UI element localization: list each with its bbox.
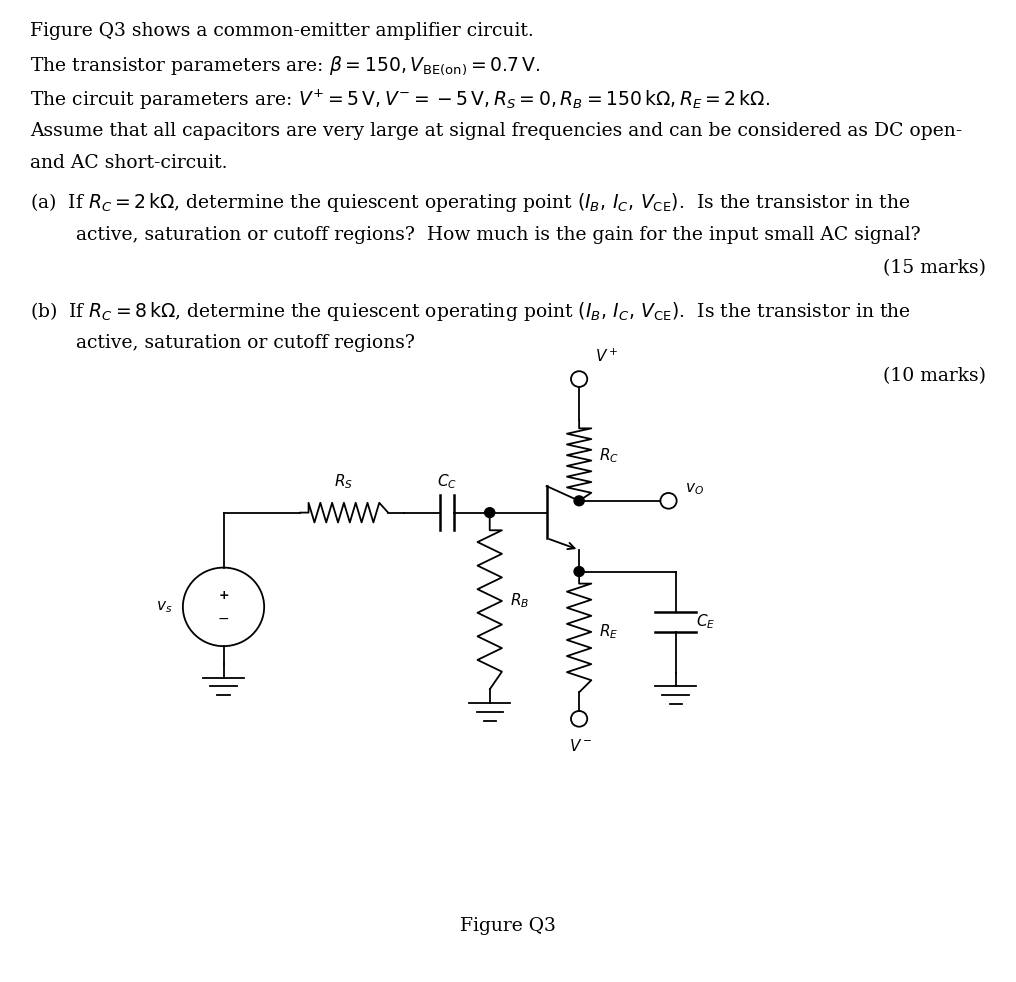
Text: (10 marks): (10 marks) (883, 367, 986, 385)
Text: (15 marks): (15 marks) (883, 259, 986, 277)
Text: (b)  If $R_C = 8\,\mathrm{k\Omega}$, determine the quiescent operating point $(I: (b) If $R_C = 8\,\mathrm{k\Omega}$, dete… (30, 300, 911, 322)
Text: $C_E$: $C_E$ (696, 613, 715, 631)
Text: $V^-$: $V^-$ (569, 738, 593, 754)
Text: The transistor parameters are: $\beta = 150, V_{\mathrm{BE(on)}} = 0.7\,\mathrm{: The transistor parameters are: $\beta = … (30, 55, 541, 78)
Text: $V^+$: $V^+$ (595, 348, 619, 365)
Text: Assume that all capacitors are very large at signal frequencies and can be consi: Assume that all capacitors are very larg… (30, 122, 963, 139)
Text: (a)  If $R_C = 2\,\mathrm{k\Omega}$, determine the quiescent operating point $(I: (a) If $R_C = 2\,\mathrm{k\Omega}$, dete… (30, 191, 910, 214)
Text: The circuit parameters are: $V^{+} = 5\,\mathrm{V}, V^{-} = -5\,\mathrm{V}, R_S : The circuit parameters are: $V^{+} = 5\,… (30, 88, 770, 113)
Text: Figure Q3: Figure Q3 (460, 917, 556, 935)
Text: $v_s$: $v_s$ (156, 599, 173, 615)
Circle shape (574, 567, 584, 576)
Text: active, saturation or cutoff regions?  How much is the gain for the input small : active, saturation or cutoff regions? Ho… (76, 226, 920, 244)
Circle shape (574, 496, 584, 506)
Text: Figure Q3 shows a common-emitter amplifier circuit.: Figure Q3 shows a common-emitter amplifi… (30, 22, 534, 39)
Circle shape (485, 508, 495, 518)
Text: $v_O$: $v_O$ (685, 481, 704, 497)
Text: $R_S$: $R_S$ (334, 472, 354, 491)
Text: active, saturation or cutoff regions?: active, saturation or cutoff regions? (76, 334, 416, 352)
Text: $C_C$: $C_C$ (437, 472, 457, 491)
Text: $R_E$: $R_E$ (599, 623, 619, 641)
Text: $R_C$: $R_C$ (599, 446, 620, 465)
Text: $R_B$: $R_B$ (510, 591, 529, 611)
Text: and AC short-circuit.: and AC short-circuit. (30, 154, 228, 172)
Text: −: − (217, 612, 230, 626)
Text: +: + (218, 588, 229, 602)
